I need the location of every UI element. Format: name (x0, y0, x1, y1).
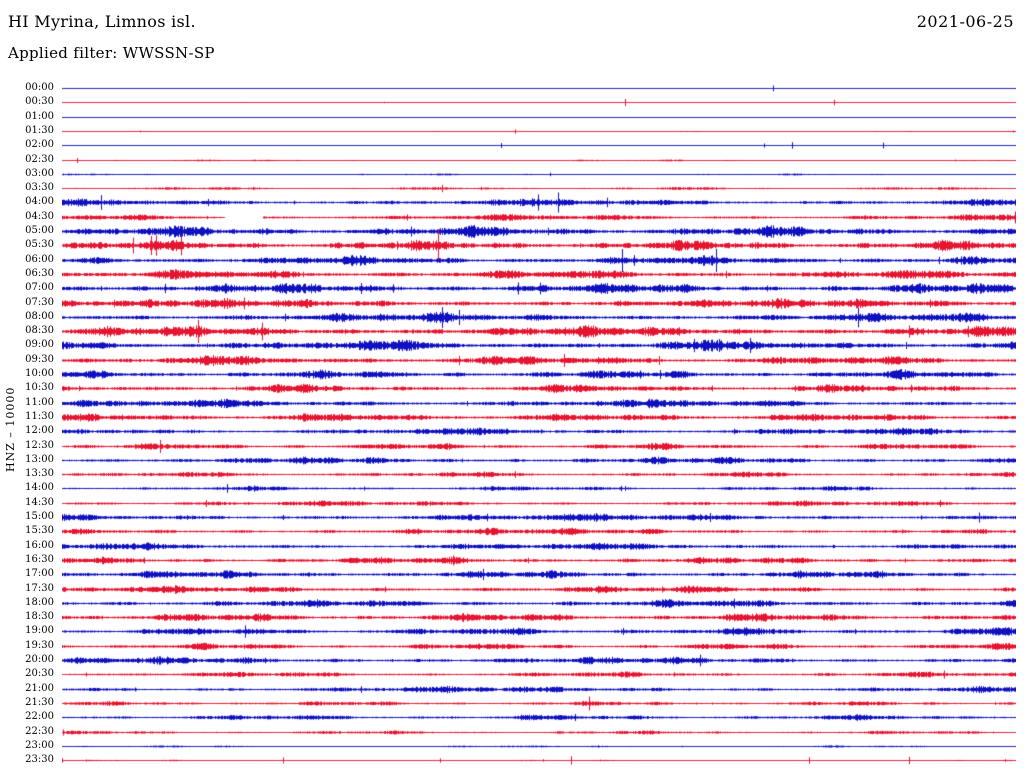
time-label: 05:30 (25, 239, 54, 251)
time-label: 10:30 (25, 382, 54, 394)
time-label: 13:30 (25, 468, 54, 480)
time-label: 22:00 (25, 711, 54, 723)
time-label: 21:30 (25, 696, 54, 708)
time-label: 10:00 (25, 368, 54, 379)
time-label: 04:00 (25, 196, 54, 208)
time-label: 09:00 (25, 339, 54, 351)
time-label: 15:00 (25, 511, 54, 522)
time-label: 23:00 (25, 739, 54, 751)
time-label: 13:00 (25, 453, 54, 465)
waveform-canvas (62, 80, 1016, 780)
time-label: 11:30 (25, 410, 54, 422)
time-label: 03:30 (25, 182, 54, 194)
time-label: 21:00 (25, 682, 54, 694)
time-label: 14:00 (25, 482, 54, 494)
time-label: 12:00 (25, 425, 54, 437)
time-label: 16:30 (25, 553, 54, 565)
time-label: 03:00 (25, 167, 54, 179)
time-label: 02:00 (25, 139, 54, 151)
time-label: 09:30 (25, 353, 54, 365)
station-title: HI Myrina, Limnos isl. (8, 12, 196, 31)
time-label: 22:30 (25, 725, 54, 737)
time-label: 01:30 (25, 124, 54, 136)
time-label: 18:00 (25, 596, 54, 608)
time-label: 15:30 (25, 525, 54, 537)
time-label: 18:30 (25, 611, 54, 623)
time-label: 07:00 (25, 282, 54, 294)
filter-label: Applied filter: WWSSN-SP (8, 44, 215, 62)
time-label: 11:00 (25, 396, 54, 408)
time-label: 02:30 (25, 153, 54, 165)
time-label: 07:30 (25, 296, 54, 308)
time-label: 20:30 (25, 668, 54, 680)
time-label: 23:30 (25, 754, 54, 766)
time-label: 14:30 (25, 496, 54, 508)
time-label: 20:00 (25, 654, 54, 665)
time-label: 06:30 (25, 267, 54, 279)
time-label: 05:00 (25, 225, 54, 236)
time-label: 12:30 (25, 439, 54, 451)
time-label: 19:00 (25, 625, 54, 637)
time-label: 06:00 (25, 253, 54, 265)
time-label: 01:00 (25, 110, 54, 122)
time-label: 00:30 (25, 96, 54, 108)
time-label: 00:00 (25, 82, 54, 93)
time-label: 08:30 (25, 325, 54, 337)
record-date: 2021-06-25 (916, 12, 1014, 31)
time-label-column: 00:00 00:30 01:00 01:30 02:00 02:30 03:00 03:30… (0, 80, 58, 780)
time-label: 17:00 (25, 568, 54, 580)
time-label: 19:30 (25, 639, 54, 651)
time-label: 08:00 (25, 310, 54, 322)
time-label: 16:00 (25, 539, 54, 551)
time-label: 17:30 (25, 582, 54, 594)
time-label: 04:30 (25, 210, 54, 222)
